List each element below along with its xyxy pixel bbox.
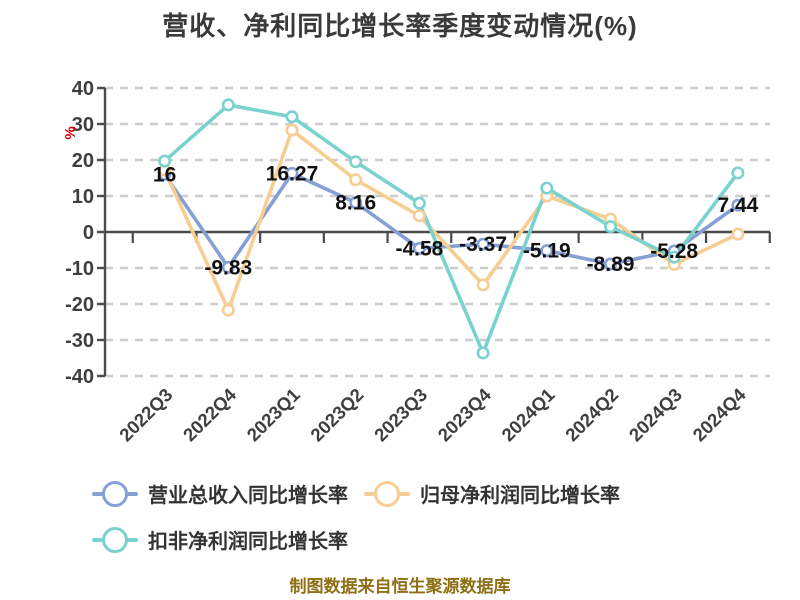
data-label: -5.28 [650, 240, 698, 263]
data-label: 7.44 [717, 194, 758, 217]
legend-label: 营业总收入同比增长率 [148, 485, 348, 507]
data-point-s1-5 [476, 278, 490, 292]
y-tick-label: -30 [65, 330, 94, 352]
legend-marker-line-icon [92, 526, 138, 553]
data-point-s0-7 [603, 257, 617, 271]
data-point-s1-2 [285, 123, 299, 137]
data-label: -8.89 [587, 253, 635, 276]
data-point-s1-3 [349, 173, 363, 187]
chart-title: 营收、净利同比增长率季度变动情况(%) [162, 11, 638, 41]
x-tick-label: 2024Q2 [561, 384, 622, 445]
gridlines [105, 86, 770, 378]
data-label: 8.16 [335, 192, 376, 215]
y-tick-labels: 40 30 20 10 0 -10 -20 -30 -40 [65, 78, 94, 388]
data-labels: 16 -9.83 16.27 8.16 -4.58 -3.37 -5.19 -8.89 -5.2… [153, 162, 759, 279]
x-tick-label: 2023Q3 [370, 384, 431, 445]
legend-label: 扣非净利润同比增长率 [148, 531, 348, 553]
data-point-s2-6 [540, 181, 554, 195]
data-label: -9.83 [204, 256, 252, 279]
x-tick-label: 2023Q4 [434, 383, 496, 445]
y-axis [97, 86, 107, 378]
x-tick-label: 2023Q1 [242, 384, 303, 445]
legend-item-deducted-net-profit-yoy[interactable]: 扣非净利润同比增长率 [92, 525, 348, 554]
legend-item-net-profit-yoy[interactable]: 归母净利润同比增长率 [364, 479, 620, 508]
x-tick-label: 2022Q4 [179, 383, 241, 445]
data-point-s2-5 [476, 346, 490, 360]
data-point-s2-9 [731, 166, 745, 180]
data-point-s1-1 [221, 303, 235, 317]
data-point-s0-4 [412, 241, 426, 255]
data-label: 16.27 [266, 162, 319, 185]
data-point-s1-4 [412, 209, 426, 223]
data-point-s2-8 [667, 250, 681, 264]
data-point-s0-6 [540, 244, 554, 258]
series-line-2 [162, 103, 740, 355]
data-point-s2-2 [285, 110, 299, 124]
data-point-s2-0 [158, 154, 172, 168]
y-tick-label: 40 [72, 78, 94, 100]
series-line-1 [162, 128, 740, 312]
data-point-s0-2 [285, 166, 299, 180]
series-points [158, 98, 745, 360]
data-point-s0-5 [476, 237, 490, 251]
x-tick-label: 2024Q4 [688, 383, 750, 445]
legend-label: 归母净利润同比增长率 [420, 485, 620, 507]
y-axis-unit-label: % [62, 126, 79, 139]
data-point-s0-1 [221, 260, 235, 274]
data-source-note: 制图数据来自恒生聚源数据库 [289, 577, 511, 596]
y-tick-label: 30 [72, 114, 94, 136]
data-label: 16 [153, 163, 176, 186]
data-point-s2-4 [412, 196, 426, 210]
data-label: -4.58 [395, 237, 443, 260]
plot-area: 40 30 20 10 0 -10 -20 -30 -40 2022Q3 2022Q4 2023Q1… [62, 78, 771, 445]
data-point-s2-7 [603, 220, 617, 234]
legend-marker-line-icon [92, 480, 138, 507]
y-tick-label: -20 [65, 294, 94, 316]
y-tick-label: 20 [72, 150, 94, 172]
data-label: -5.19 [523, 240, 571, 263]
data-point-s0-9 [731, 198, 745, 212]
data-point-s2-1 [221, 98, 235, 112]
data-label: -3.37 [459, 233, 507, 256]
x-tick-labels: 2022Q3 2022Q4 2023Q1 2023Q2 2023Q3 2023Q4 2024… [115, 383, 750, 445]
data-point-s0-3 [349, 196, 363, 210]
x-tick-label: 2024Q1 [497, 384, 558, 445]
y-tick-label: -10 [65, 258, 94, 280]
data-point-s2-3 [349, 155, 363, 169]
data-point-s1-9 [731, 227, 745, 241]
series-lines [162, 103, 740, 355]
x-tick-label: 2022Q3 [115, 384, 176, 445]
y-tick-label: 10 [72, 186, 94, 208]
x-tick-label: 2023Q2 [306, 384, 367, 445]
y-tick-label: 0 [83, 222, 94, 244]
x-tick-label: 2024Q3 [625, 384, 686, 445]
legend-item-total-revenue-yoy[interactable]: 营业总收入同比增长率 [92, 479, 348, 508]
y-tick-label: -40 [65, 366, 94, 388]
legend-marker-line-icon [364, 480, 410, 507]
